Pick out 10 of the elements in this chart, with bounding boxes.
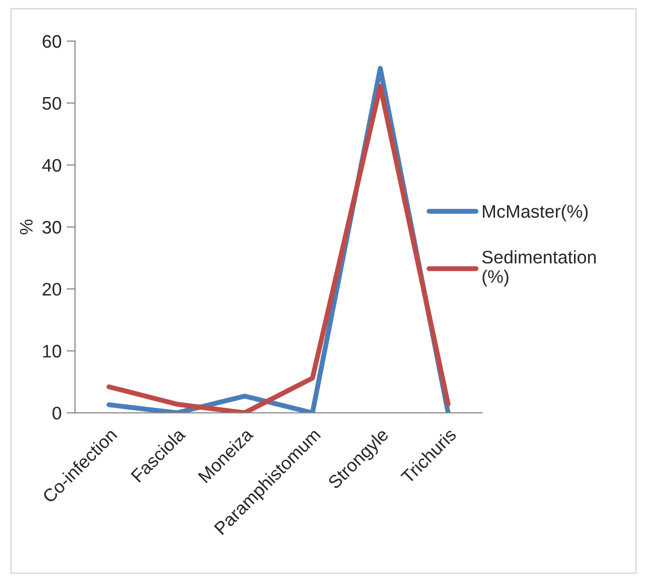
y-tick-label: 60 <box>42 35 62 48</box>
y-tick-label: 10 <box>43 344 62 358</box>
y-tick-label: 50 <box>42 96 62 110</box>
legend-label: McMaster(%) <box>482 204 588 222</box>
y-tick-label: 30 <box>42 220 62 234</box>
y-tick-label: 0 <box>52 406 62 420</box>
y-tick-label: 20 <box>42 282 62 296</box>
y-axis-title: % <box>20 220 33 234</box>
legend-label: Sedimentation (%) <box>482 250 596 287</box>
y-tick-label: 40 <box>42 158 62 172</box>
